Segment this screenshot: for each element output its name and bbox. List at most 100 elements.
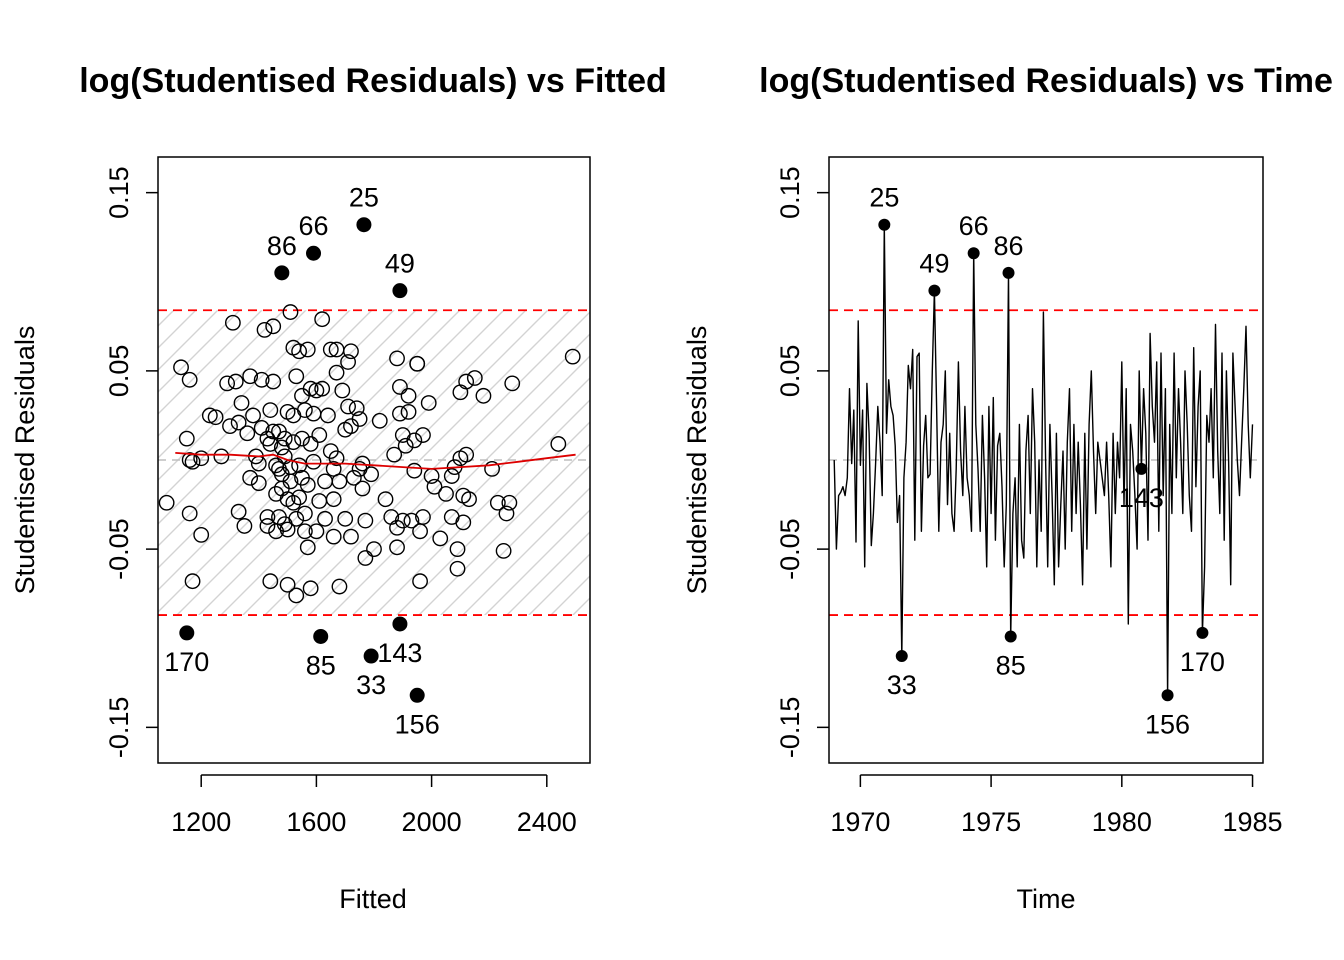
residual-point bbox=[201, 407, 218, 424]
residual-point bbox=[193, 526, 210, 543]
residual-point bbox=[302, 380, 319, 397]
residual-point bbox=[320, 407, 336, 424]
time-residual-panel: log(Studentised Residuals) vs Time 0.15 0… bbox=[682, 62, 1333, 914]
residual-point bbox=[484, 461, 500, 477]
fitted-residual-panel: log(Studentised Residuals) vs Fitted 0.1… bbox=[10, 62, 667, 914]
smoother-line bbox=[175, 452, 576, 470]
residual-point bbox=[262, 402, 279, 418]
residual-point bbox=[227, 373, 244, 390]
residual-point bbox=[265, 423, 282, 440]
residual-point bbox=[334, 382, 351, 399]
residual-point bbox=[501, 494, 518, 511]
residual-point bbox=[449, 541, 466, 558]
residual-point bbox=[389, 539, 405, 556]
residual-point bbox=[400, 387, 417, 404]
panel1-y-tick-label: 0.05 bbox=[104, 345, 134, 398]
residual-point bbox=[222, 418, 238, 435]
panel2-x-tick-label: 1975 bbox=[961, 807, 1021, 837]
outlier-point-143 bbox=[392, 616, 408, 632]
residual-point bbox=[348, 400, 365, 417]
residual-point bbox=[412, 573, 428, 590]
residual-point bbox=[343, 528, 359, 545]
residual-point bbox=[314, 311, 331, 328]
outlier-label-66: 66 bbox=[959, 211, 989, 241]
residual-point bbox=[279, 576, 296, 593]
residual-point bbox=[288, 510, 305, 527]
residual-point bbox=[325, 528, 342, 545]
residual-point bbox=[158, 494, 175, 511]
outlier-point-143 bbox=[1135, 462, 1148, 475]
outlier-label-86: 86 bbox=[993, 231, 1023, 261]
outlier-point-49 bbox=[392, 283, 408, 299]
residual-point bbox=[239, 425, 256, 442]
residual-point bbox=[406, 462, 423, 479]
residual-point bbox=[340, 354, 356, 370]
residual-time-line bbox=[833, 224, 1254, 696]
residual-point bbox=[302, 436, 319, 452]
outlier-label-143: 143 bbox=[377, 638, 422, 668]
outlier-point-49 bbox=[928, 284, 941, 297]
residual-point bbox=[256, 321, 273, 338]
residual-point bbox=[299, 341, 316, 358]
outlier-label-156: 156 bbox=[395, 709, 440, 739]
residual-point bbox=[343, 343, 359, 360]
residual-point bbox=[564, 348, 581, 365]
panel2-y-tick-label: -0.15 bbox=[775, 697, 805, 759]
panel2-plot-frame bbox=[828, 156, 1264, 764]
residual-point bbox=[262, 436, 279, 452]
residual-point bbox=[357, 512, 374, 529]
residual-point bbox=[550, 436, 567, 452]
panel1-y-tick-label: -0.15 bbox=[104, 697, 134, 759]
residual-point bbox=[354, 480, 371, 497]
panel1-hatch-band bbox=[158, 310, 590, 616]
residual-point bbox=[432, 530, 449, 547]
outlier-label-143: 143 bbox=[1119, 483, 1164, 513]
outlier-point-85 bbox=[1004, 630, 1017, 643]
outlier-point-33 bbox=[363, 648, 379, 664]
residual-point bbox=[317, 510, 333, 527]
panel2-y-tick-label: 0.05 bbox=[775, 345, 805, 398]
residual-point bbox=[389, 350, 405, 367]
residual-point bbox=[455, 514, 472, 531]
residual-point bbox=[285, 494, 302, 511]
residual-point bbox=[242, 469, 259, 486]
residual-point bbox=[420, 395, 437, 411]
residual-point bbox=[340, 398, 356, 415]
residual-point bbox=[265, 318, 282, 335]
residual-point bbox=[392, 405, 408, 422]
residual-point bbox=[296, 523, 313, 540]
residual-point bbox=[328, 364, 345, 381]
residual-point bbox=[351, 411, 368, 427]
outlier-label-85: 85 bbox=[996, 650, 1026, 680]
outlier-label-156: 156 bbox=[1145, 709, 1190, 739]
panel1-x-tick-label: 1600 bbox=[286, 807, 346, 837]
panel2-title: log(Studentised Residuals) vs Time bbox=[759, 62, 1333, 100]
residual-point bbox=[299, 539, 316, 556]
outlier-point-25 bbox=[878, 218, 891, 231]
residual-point bbox=[193, 450, 210, 467]
residual-point bbox=[296, 505, 313, 522]
outlier-point-25 bbox=[356, 217, 372, 233]
residual-point bbox=[291, 489, 308, 506]
residual-point bbox=[504, 375, 521, 392]
residual-point bbox=[308, 382, 325, 399]
residual-point bbox=[224, 314, 241, 331]
residual-point bbox=[308, 523, 325, 540]
residual-point bbox=[299, 477, 316, 493]
residual-point bbox=[311, 427, 328, 443]
residual-point bbox=[458, 373, 475, 390]
residual-point bbox=[181, 452, 198, 468]
residual-point bbox=[291, 343, 308, 360]
outlier-point-170 bbox=[179, 625, 195, 641]
residual-point bbox=[279, 521, 296, 538]
residual-point bbox=[242, 368, 259, 385]
residual-point bbox=[400, 403, 417, 420]
residual-point bbox=[259, 509, 276, 525]
residual-point bbox=[253, 371, 270, 388]
residual-point bbox=[285, 434, 302, 451]
residual-point bbox=[331, 473, 348, 490]
panel1-plot-frame bbox=[157, 156, 591, 764]
outlier-label-86: 86 bbox=[267, 231, 297, 261]
residual-point bbox=[371, 412, 388, 429]
